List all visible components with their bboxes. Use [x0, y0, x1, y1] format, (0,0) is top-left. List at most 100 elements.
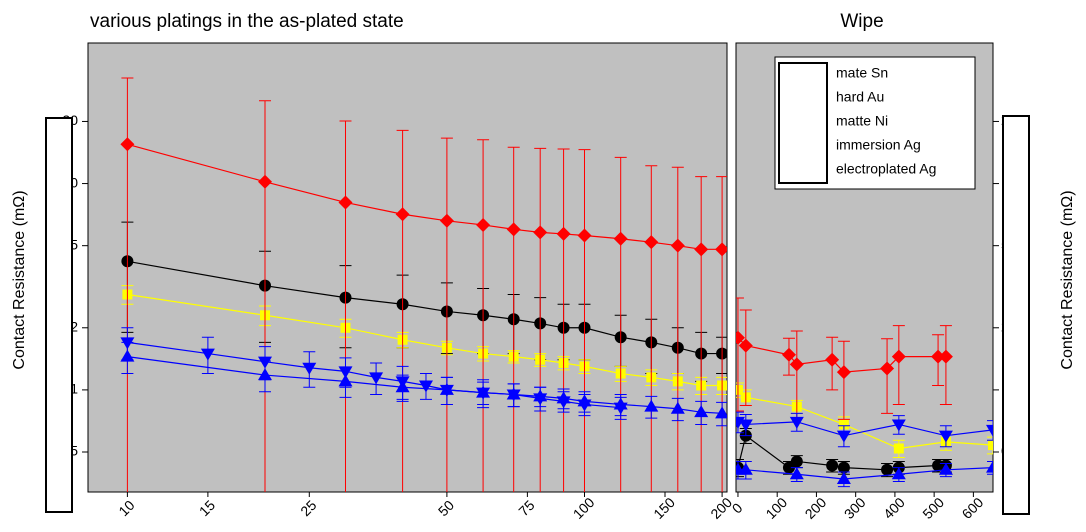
marker — [338, 366, 353, 379]
marker — [556, 226, 571, 241]
legend: mate Sn hard Au matte Ni immersion Ag electr… — [774, 56, 976, 190]
marker — [738, 338, 753, 353]
y-tick-label: 5 — [70, 236, 78, 252]
marker — [439, 213, 454, 228]
x-tick-label: 400 — [880, 494, 908, 522]
marker — [893, 443, 904, 454]
marker — [644, 399, 659, 412]
x-tick-label: 100 — [762, 494, 790, 522]
marker — [338, 195, 353, 210]
x-tick-label: 50 — [435, 497, 457, 519]
marker — [120, 137, 135, 152]
error-bar — [557, 148, 570, 492]
marker — [556, 396, 571, 409]
error-bar — [716, 176, 727, 492]
marker — [577, 228, 592, 243]
legend-items: mate Sn hard Au matte Ni immersion Ag electr… — [836, 65, 936, 177]
marker — [736, 330, 745, 345]
marker — [790, 455, 803, 468]
x-tick-label: 500 — [919, 494, 947, 522]
marker — [837, 461, 850, 474]
error-bar — [507, 146, 520, 492]
marker — [670, 401, 685, 414]
error-bar — [837, 340, 850, 420]
error-bar — [736, 297, 744, 412]
marker — [736, 384, 743, 395]
series-layer — [736, 297, 993, 488]
marker — [418, 380, 433, 393]
marker — [120, 337, 135, 350]
error-bar — [939, 325, 952, 405]
marker — [715, 242, 727, 257]
marker — [986, 424, 993, 437]
error-bar — [987, 460, 993, 475]
marker — [825, 352, 840, 367]
x-tick-label: 300 — [841, 494, 869, 522]
marker — [533, 225, 548, 240]
x-tick-label: 600 — [959, 494, 987, 522]
marker — [738, 462, 753, 475]
marker — [891, 467, 906, 480]
legend-label: hard Au — [836, 89, 884, 105]
panel-title: various platings in the as-plated state — [90, 11, 404, 32]
legend-label: immersion Ag — [836, 137, 921, 153]
y-tick-label: 1 — [70, 381, 78, 397]
marker — [715, 406, 727, 419]
marker — [670, 238, 685, 253]
marker — [506, 222, 521, 237]
marker — [836, 430, 851, 443]
marker — [716, 347, 727, 360]
marker — [789, 467, 804, 480]
error-bar — [987, 420, 993, 441]
marker — [439, 384, 454, 397]
error-bar — [534, 147, 547, 492]
marker — [938, 430, 953, 443]
x-tick-label: 200 — [802, 494, 830, 522]
marker — [836, 471, 851, 484]
marker — [826, 459, 839, 472]
error-bar — [440, 137, 453, 492]
marker — [694, 405, 709, 418]
marker — [506, 389, 521, 402]
error-bar — [671, 166, 684, 492]
error-bar — [892, 325, 905, 405]
marker — [577, 399, 592, 412]
error-bar — [881, 338, 894, 414]
x-tick-label: 100 — [570, 494, 598, 522]
error-bar — [645, 165, 658, 492]
marker — [369, 372, 384, 385]
marker — [644, 235, 659, 250]
marker — [789, 416, 804, 429]
marker — [613, 231, 628, 246]
error-bar — [396, 129, 409, 492]
marker — [838, 419, 849, 430]
marker — [302, 362, 317, 375]
marker — [395, 207, 410, 222]
x-tick-label: 10 — [115, 497, 137, 519]
error-bar — [614, 156, 627, 492]
marker — [789, 357, 804, 372]
marker — [694, 242, 709, 257]
x-tick-label: 150 — [650, 494, 678, 522]
y-axis-label: Contact Resistance (mΩ) — [11, 190, 28, 369]
marker — [891, 419, 906, 432]
error-bar — [339, 120, 352, 492]
cover-box — [1002, 115, 1030, 515]
marker — [257, 174, 272, 189]
cover-box — [45, 117, 73, 513]
marker — [836, 365, 851, 380]
marker — [880, 361, 895, 376]
marker — [395, 376, 410, 389]
legend-label: matte Ni — [836, 113, 888, 129]
marker — [988, 440, 993, 451]
marker — [613, 402, 628, 415]
marker — [200, 348, 215, 361]
error-bar — [258, 100, 271, 492]
marker — [738, 419, 753, 432]
legend-label: mate Sn — [836, 65, 888, 81]
x-tick-label: 25 — [297, 497, 319, 519]
panel-title: Wipe — [840, 11, 883, 32]
y-tick-label: 2 — [70, 318, 78, 334]
series-line — [737, 337, 946, 373]
